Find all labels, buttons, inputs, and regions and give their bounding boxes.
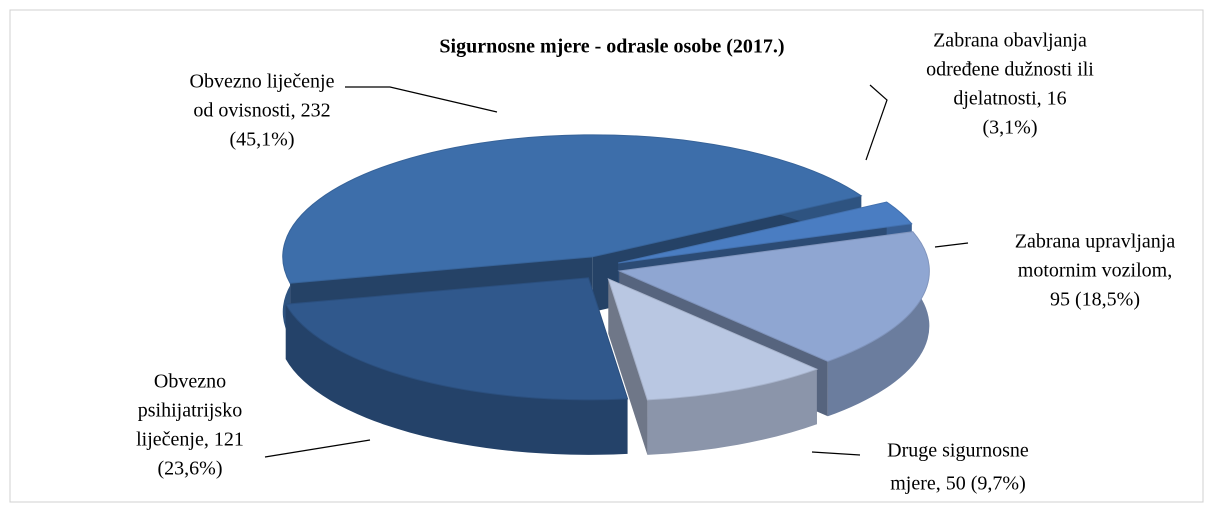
data-label: motornim vozilom, [1018, 260, 1172, 282]
leader-line [934, 242, 969, 248]
data-label: 95 (18,5%) [1050, 289, 1140, 311]
slice-face [608, 278, 648, 455]
data-label: djelatnosti, 16 [953, 88, 1066, 110]
data-label: (3,1%) [983, 117, 1038, 139]
data-label: Zabrana obavljanja [933, 30, 1087, 52]
leader-line [811, 451, 861, 456]
data-label: određene dužnosti ili [926, 59, 1094, 81]
data-label: Druge sigurnosne [887, 440, 1029, 462]
data-label: liječenje, 121 [136, 429, 244, 451]
leader-line [865, 84, 888, 161]
data-label: mjere, 50 (9,7%) [890, 473, 1026, 495]
slice-rim [827, 231, 930, 417]
data-label: psihijatrijsko [138, 400, 242, 422]
slice [282, 134, 863, 284]
data-label: Obvezno liječenje [190, 71, 335, 93]
slice [618, 201, 913, 264]
data-label: (23,6%) [158, 458, 223, 480]
data-label: Zabrana upravljanja [1015, 231, 1176, 253]
data-label: Obvezno [154, 371, 226, 393]
data-label: od ovisnosti, 232 [193, 100, 330, 122]
slice [607, 278, 819, 401]
slice-rim [647, 369, 817, 455]
leader-line [264, 439, 371, 458]
leader-line [345, 86, 498, 113]
slice [617, 231, 930, 362]
slice [285, 277, 629, 401]
data-label: (45,1%) [230, 129, 295, 151]
slice-rim [285, 304, 628, 455]
chart-title: Sigurnosne mjere - odrasle osobe (2017.) [439, 36, 784, 58]
